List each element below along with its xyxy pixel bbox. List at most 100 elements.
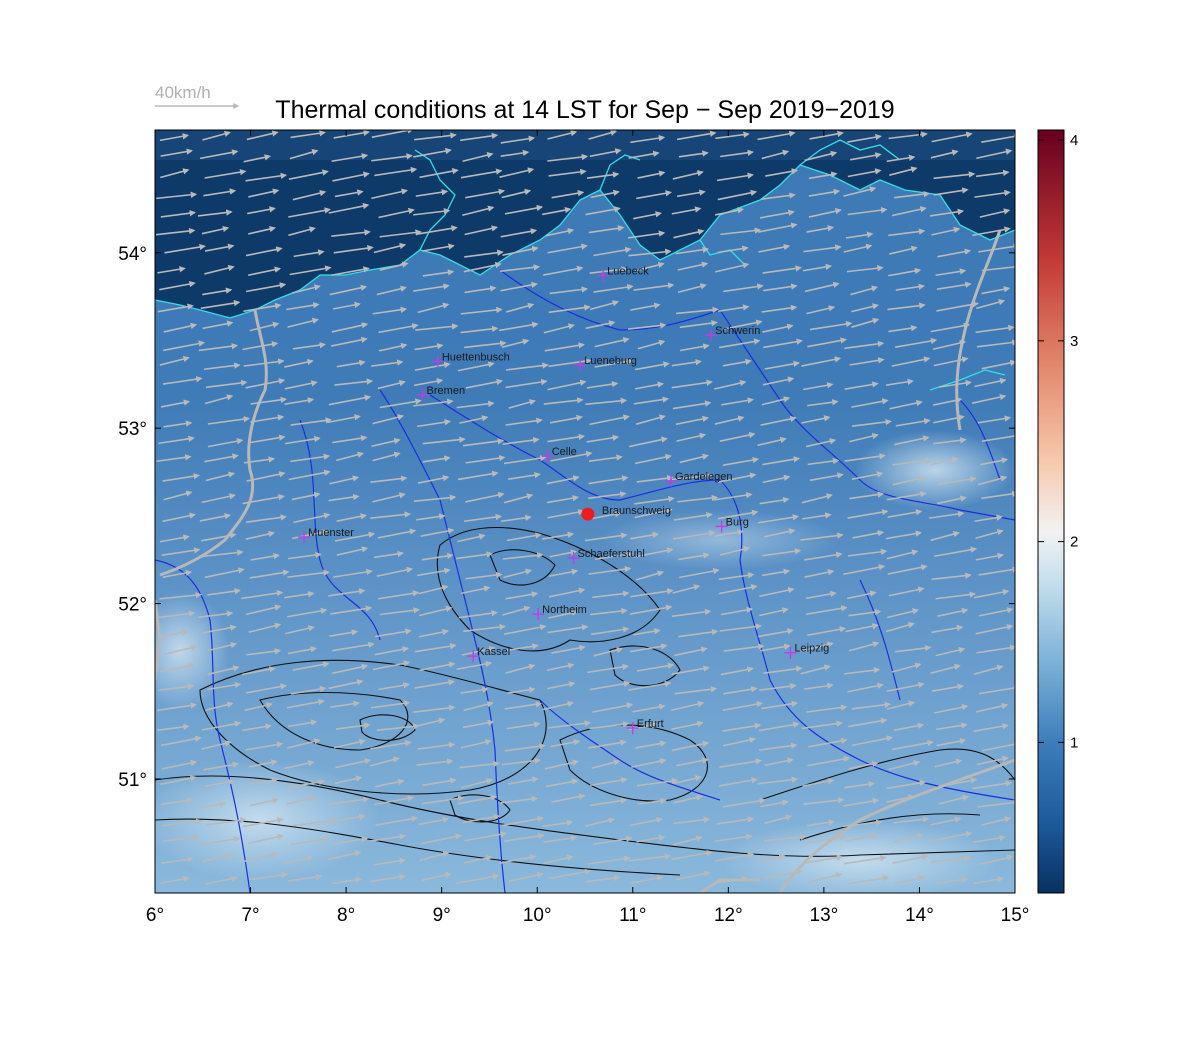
wind-arrow — [721, 397, 755, 406]
wind-arrow — [422, 455, 451, 463]
wind-arrow — [672, 584, 701, 594]
wind-arrow — [550, 739, 581, 748]
wind-arrow — [370, 475, 408, 484]
wind-arrow — [456, 400, 495, 409]
wind-arrow — [894, 435, 930, 446]
wind-arrow — [627, 230, 666, 239]
wind-arrow — [327, 850, 362, 861]
wind-arrow — [502, 552, 544, 560]
wind-arrow — [370, 700, 411, 709]
wind-arrow — [284, 380, 318, 390]
wind-arrow — [761, 304, 798, 313]
wind-arrow — [377, 590, 420, 600]
wind-arrow — [502, 605, 531, 616]
wind-arrow — [974, 514, 1003, 523]
wind-arrow — [935, 646, 966, 657]
wind-arrow — [203, 362, 241, 371]
wind-arrow — [202, 320, 234, 330]
wind-arrow — [802, 854, 844, 865]
wind-arrow — [204, 567, 245, 579]
wind-arrow — [717, 509, 759, 520]
wind-arrow — [287, 569, 330, 578]
wind-arrow — [551, 190, 585, 199]
wind-arrow — [160, 735, 202, 747]
wind-arrow — [245, 378, 286, 389]
wind-arrow — [242, 817, 284, 828]
wind-arrow — [630, 134, 666, 144]
wind-arrow — [503, 568, 533, 579]
wind-arrow — [592, 590, 630, 599]
wind-arrow — [976, 299, 1006, 310]
wind-arrow — [631, 874, 664, 884]
wind-arrow — [764, 869, 803, 880]
wind-arrow — [372, 414, 405, 425]
wind-arrow — [290, 453, 331, 463]
wind-arrow — [589, 680, 631, 691]
wind-arrow — [335, 758, 372, 769]
wind-arrow — [159, 662, 196, 673]
city-schaeferstuhl: Schaeferstuhl — [567, 548, 645, 564]
city-label: Luebeck — [607, 266, 649, 278]
main-site-marker — [581, 507, 595, 521]
wind-arrow — [972, 780, 1013, 790]
wind-arrow — [802, 778, 835, 787]
city-label: Schwerin — [715, 325, 760, 337]
wind-arrow — [845, 832, 878, 843]
wind-arrow — [593, 246, 632, 257]
wind-arrow — [845, 623, 879, 633]
wind-arrow — [634, 361, 670, 371]
wind-arrow — [293, 817, 337, 827]
wind-arrow — [462, 719, 495, 729]
wind-arrow — [542, 854, 574, 865]
wind-arrow — [930, 816, 962, 826]
wind-arrow — [379, 398, 422, 409]
wind-arrow — [886, 490, 927, 501]
wind-arrow — [462, 205, 495, 216]
wind-arrow — [372, 451, 401, 462]
wind-arrow — [585, 817, 616, 827]
wind-arrow — [374, 646, 410, 656]
wind-arrow — [629, 816, 663, 827]
wind-arrow — [851, 303, 879, 313]
wind-arrow — [973, 723, 1009, 733]
wind-arrow — [935, 268, 967, 277]
wind-arrow — [934, 704, 969, 714]
wind-arrow — [547, 509, 585, 519]
wind-arrow — [977, 475, 1008, 486]
wind-arrow — [156, 723, 190, 732]
wind-arrow — [547, 379, 587, 391]
wind-arrow — [635, 414, 666, 425]
wind-arrow — [457, 533, 486, 543]
wind-arrow — [594, 337, 630, 348]
wind-arrow — [893, 722, 925, 732]
wind-arrow — [894, 644, 932, 653]
wind-arrow — [804, 551, 843, 561]
wind-arrow — [850, 285, 879, 296]
wind-arrow — [673, 775, 702, 785]
wind-arrow — [807, 337, 847, 348]
wind-arrow — [723, 283, 764, 293]
wind-arrow — [463, 513, 502, 523]
wind-arrow — [637, 339, 666, 350]
wind-arrow — [416, 758, 454, 766]
x-tick-label: 6° — [146, 905, 164, 926]
city-label: Gardelegen — [675, 471, 733, 483]
wind-arrow — [844, 381, 879, 390]
wind-arrow — [508, 399, 536, 409]
wind-arrow — [676, 306, 719, 315]
wind-arrow — [586, 381, 619, 389]
wind-arrow — [504, 624, 547, 635]
wind-arrow — [241, 666, 276, 676]
wind-arrow — [372, 660, 411, 671]
wind-arrow — [377, 528, 417, 539]
wind-arrow — [976, 755, 1009, 766]
wind-arrow — [804, 281, 840, 293]
wind-arrow — [455, 551, 493, 560]
wind-arrow — [758, 742, 798, 751]
wind-arrow — [291, 491, 321, 501]
wind-arrow — [719, 431, 756, 442]
wind-arrow — [761, 192, 796, 200]
wind-arrow — [851, 418, 892, 428]
wind-arrow — [672, 170, 704, 180]
wind-arrow — [155, 610, 196, 619]
